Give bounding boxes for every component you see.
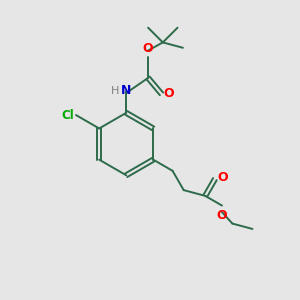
Text: O: O: [217, 209, 227, 222]
Text: O: O: [164, 87, 175, 101]
Text: N: N: [121, 84, 131, 97]
Text: O: O: [217, 171, 228, 184]
Text: O: O: [143, 42, 153, 55]
Text: Cl: Cl: [61, 109, 74, 122]
Text: H: H: [111, 85, 120, 96]
